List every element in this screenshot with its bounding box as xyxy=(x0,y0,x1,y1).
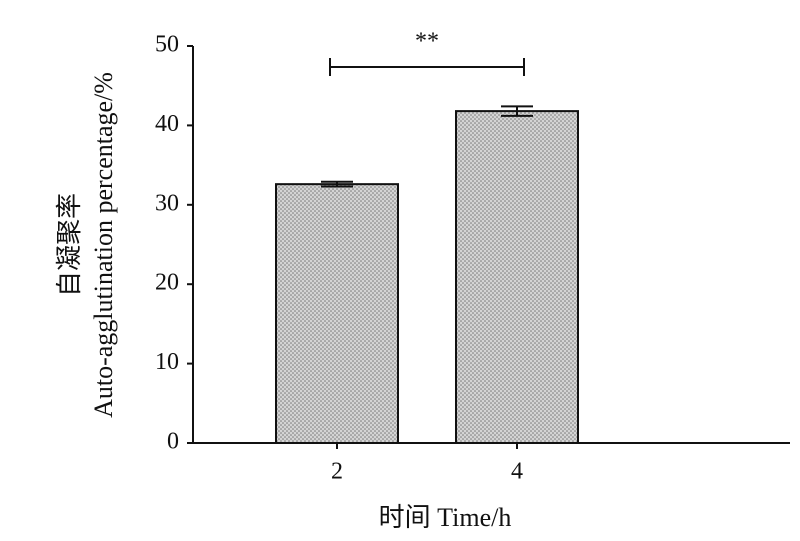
significance-bracket xyxy=(329,58,525,76)
x-tick-label: 2 xyxy=(331,459,343,485)
y-tick-label: 50 xyxy=(155,32,179,58)
error-bar xyxy=(501,105,533,117)
y-tick-label: 10 xyxy=(155,349,179,375)
y-tick-label: 30 xyxy=(155,190,179,216)
y-axis-label: 自凝聚率 xyxy=(55,193,84,297)
bar xyxy=(455,110,579,444)
x-tick-label: 4 xyxy=(511,459,523,485)
bar xyxy=(275,183,399,444)
y-axis-label: Auto-agglutination percentage/% xyxy=(89,72,118,418)
x-axis-label: 时间 Time/h xyxy=(379,503,512,532)
error-bar xyxy=(321,180,353,188)
y-tick-label: 20 xyxy=(155,270,179,296)
significance-label: ** xyxy=(415,29,439,55)
y-tick-label: 40 xyxy=(155,111,179,137)
y-tick-label: 0 xyxy=(167,429,179,455)
